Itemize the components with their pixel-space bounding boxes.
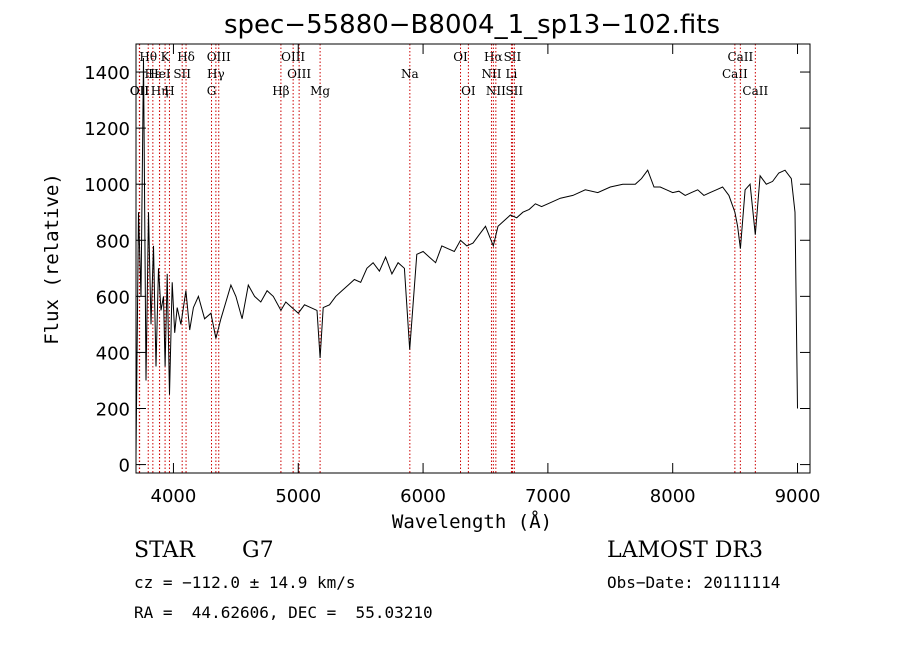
x-tick-label-3: 7000 (525, 486, 571, 507)
chart-title: spec−55880−B8004_1_sp13−102.fits (224, 10, 720, 40)
y-tick-label-5: 1000 (84, 175, 130, 196)
y-tick-label-1: 200 (96, 400, 130, 421)
line-marker-label-25: SII (505, 84, 523, 98)
line-marker-label-7: HeI (148, 67, 171, 81)
line-marker-label-9: Hδ (177, 50, 195, 64)
x-axis-label: Wavelength (Å) (392, 510, 552, 533)
line-marker-label-27: CaII (727, 50, 753, 64)
x-tick-label-4: 8000 (650, 486, 696, 507)
line-marker-label-21: NII (481, 67, 501, 81)
survey-name: LAMOST DR3 (607, 538, 763, 563)
axis-ticks: 4000 5000 6000 7000 8000 9000 0 200 400 600 800 100… (84, 44, 820, 507)
y-tick-label-4: 800 (96, 231, 130, 252)
coordinates-text: RA = 44.62606, DEC = 55.03210 (134, 603, 433, 622)
redshift-text: cz = −112.0 ± 14.9 km/s (134, 573, 356, 592)
line-marker-label-15: OIII (287, 67, 311, 81)
y-axis-label: Flux (relative) (41, 173, 63, 345)
line-marker-label-11: Hγ (207, 67, 225, 81)
line-marker-label-24: Li (506, 67, 518, 81)
line-marker-label-10: OIII (207, 50, 231, 64)
line-marker-label-22: NII (486, 84, 506, 98)
line-marker-label-3: Hε (145, 67, 162, 81)
x-tick-label-2: 6000 (400, 486, 446, 507)
obs-date-text: Obs−Date: 20111114 (607, 573, 781, 592)
line-marker-label-23: SII (504, 50, 522, 64)
line-marker-label-17: Na (401, 67, 419, 81)
line-marker-label-20: Hα (484, 50, 503, 64)
object-class: STAR (134, 538, 195, 563)
y-tick-label-2: 400 (96, 343, 130, 364)
line-marker-label-14: OIII (281, 50, 305, 64)
line-marker-label-19: OI (461, 84, 476, 98)
spectrum-chart: spec−55880−B8004_1_sp13−102.fits OII Hθ OI… (41, 10, 820, 533)
line-marker-label-2: OII (130, 84, 150, 98)
y-tick-label-6: 1200 (84, 119, 130, 140)
line-marker-label-1: Hθ (139, 50, 157, 64)
line-marker-label-18: OI (453, 50, 468, 64)
x-tick-label-1: 5000 (275, 486, 321, 507)
line-marker-label-16: Mg (310, 84, 330, 98)
line-marker-label-28: CaII (742, 84, 768, 98)
line-marker-label-4: K (161, 50, 171, 64)
line-marker-label-5: H (164, 84, 174, 98)
series-line-0 (135, 57, 798, 457)
plot-frame (135, 43, 811, 474)
line-marker-label-13: Hβ (272, 84, 289, 98)
y-tick-label-7: 1400 (84, 63, 130, 84)
y-tick-label-3: 600 (96, 287, 130, 308)
y-tick-label-0: 0 (119, 456, 130, 477)
object-subclass: G7 (242, 538, 274, 563)
spectrum-series (135, 57, 798, 457)
line-marker-label-12: G (207, 84, 217, 98)
line-marker-label-8: SII (173, 67, 191, 81)
x-tick-label-0: 4000 (151, 486, 197, 507)
line-marker-label-26: CaII (722, 67, 748, 81)
x-tick-label-5: 9000 (775, 486, 821, 507)
